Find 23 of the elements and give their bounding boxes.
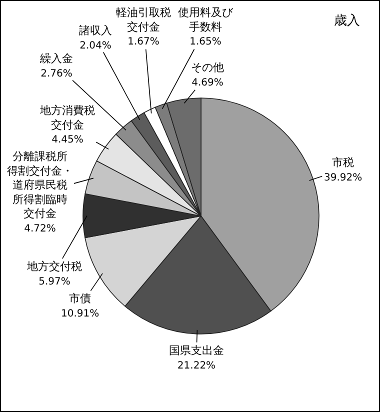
data-label: 2.04% [80, 40, 112, 52]
data-label: 21.22% [177, 360, 216, 372]
data-label: 1.67% [128, 36, 160, 48]
slice-label: 地方交付税 [26, 260, 82, 273]
data-label: 5.97% [38, 276, 70, 288]
data-label: 4.72% [24, 224, 56, 234]
data-label: 2.76% [40, 68, 72, 80]
data-label: 4.45% [52, 134, 84, 146]
text: 歳入 [334, 13, 360, 28]
slice-label: 軽油引取税交付金 [116, 6, 171, 34]
data-label: 39.92% [324, 172, 362, 184]
data-label: 10.91% [61, 308, 100, 320]
slice-label: 市債 [69, 292, 92, 305]
slice-label: 諸収入 [79, 24, 112, 37]
slice-label: その他 [191, 61, 224, 74]
data-label: 1.65% [190, 36, 222, 48]
slice-label: 使用料及び手数料 [178, 6, 234, 34]
data-label: 4.69% [192, 77, 224, 88]
slice-label: 国県支出金 [169, 344, 224, 357]
slice-label: 地方消費税交付金 [39, 104, 95, 132]
slice-label: 分離課税所得割交付金・道府県民税所得割臨時交付金 [7, 150, 73, 220]
slice-label: 繰入金 [39, 52, 73, 65]
slice-label: 市税 [332, 156, 354, 169]
